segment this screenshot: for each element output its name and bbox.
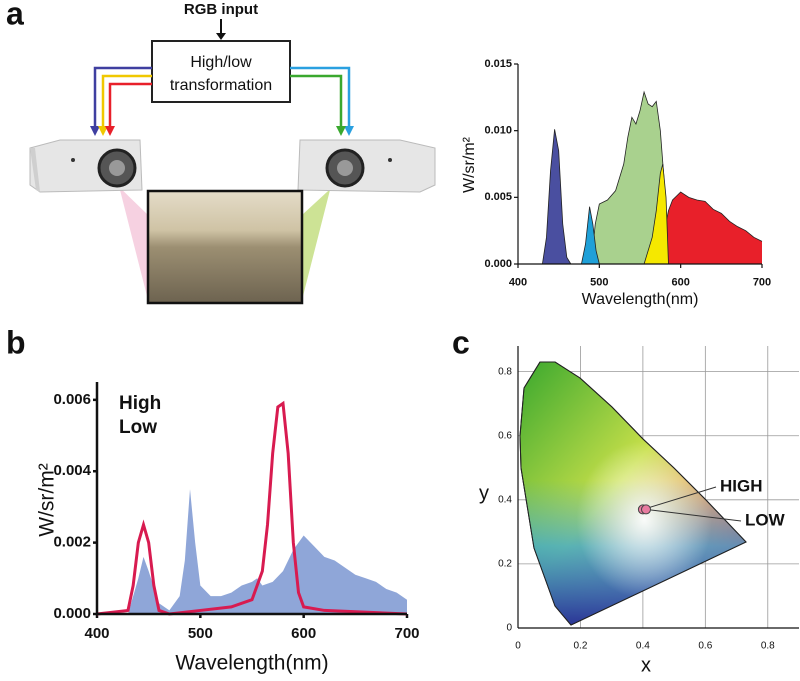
arrow-head [105,126,115,136]
y-tick-label: 0.000 [484,258,512,270]
y-tick-label: 0.002 [53,534,91,551]
y-tick-label: 0.004 [53,462,91,479]
box-label: transformation [170,77,272,94]
light-cone [302,180,340,300]
arrow-head [216,33,226,40]
x-tick-label: 400 [84,625,109,642]
x-tick-label: 0.6 [698,641,712,652]
panel-letter: c [452,324,470,360]
panel-letter: b [6,324,26,360]
area-outline [659,191,763,265]
projector [29,139,143,193]
y-axis-label: y [479,482,489,504]
projector-dot [388,158,392,162]
y-tick-label: 0.010 [484,125,512,137]
x-tick-label: 500 [590,276,608,288]
x-axis-label: x [641,654,651,676]
arrow [108,82,152,128]
box-label: High/low [190,54,252,71]
y-tick-label: 0.006 [53,391,91,408]
y-tick-label: 0.6 [498,430,512,441]
input-label: RGB input [184,1,258,18]
signal-arrows [93,66,351,128]
panel-letter: a [6,0,24,31]
y-tick-label: 0 [506,623,512,634]
y-tick-label: 0.4 [498,494,512,505]
legend-label: High [119,393,161,414]
point [641,504,652,515]
x-tick-label: 0.2 [573,641,587,652]
area-fill [581,206,600,264]
x-axis-label: Wavelength(nm) [582,291,699,308]
lens-center [337,160,353,176]
area-fill [644,164,669,264]
area-outline [643,163,669,265]
y-axis-label: W/sr/m² [461,136,478,193]
x-tick-label: 700 [753,276,771,288]
arrow [93,66,152,128]
arrow [101,74,152,128]
projector-body [297,139,436,193]
area-outline [542,129,572,265]
y-tick-label: 0.8 [498,366,512,377]
arrow-head [98,126,108,136]
y-tick-label: 0.000 [53,605,91,622]
area-outline [590,90,669,265]
x-tick-label: 0.8 [761,641,775,652]
x-axis-label: Wavelength(nm) [175,652,328,675]
point-label: HIGH [720,476,763,495]
arrow [290,66,351,128]
projected-photo [146,189,304,305]
x-tick-label: 600 [671,276,689,288]
area-fill [128,489,407,614]
x-tick-label: 0 [515,641,521,652]
callout [645,508,742,522]
y-tick-label: 0.015 [484,58,512,70]
x-tick-label: 700 [394,625,419,642]
area-outline [581,206,600,265]
series-line [96,400,408,616]
area-fill [542,129,571,264]
x-tick-label: 400 [509,276,527,288]
point-label: LOW [745,510,786,529]
projector [297,139,436,193]
x-tick-label: 600 [291,625,316,642]
area-fill [591,92,669,264]
y-tick-label: 0.005 [484,191,512,203]
projector-side [30,148,40,192]
arrow-head [336,126,346,136]
x-tick-label: 0.4 [636,641,650,652]
cie-locus [519,361,747,626]
y-tick-label: 0.2 [498,559,512,570]
legend-label: Low [119,417,157,438]
arrow-head [344,126,354,136]
lens-center [109,160,125,176]
callout [642,486,717,510]
locus-white [519,361,747,626]
x-tick-label: 500 [188,625,213,642]
projector-dot [71,158,75,162]
arrow-head [90,126,100,136]
area-fill [660,192,762,264]
arrow [290,74,343,128]
light-cone [112,180,148,300]
y-axis-label: W/sr/m² [36,463,59,536]
transform-box [151,40,291,103]
